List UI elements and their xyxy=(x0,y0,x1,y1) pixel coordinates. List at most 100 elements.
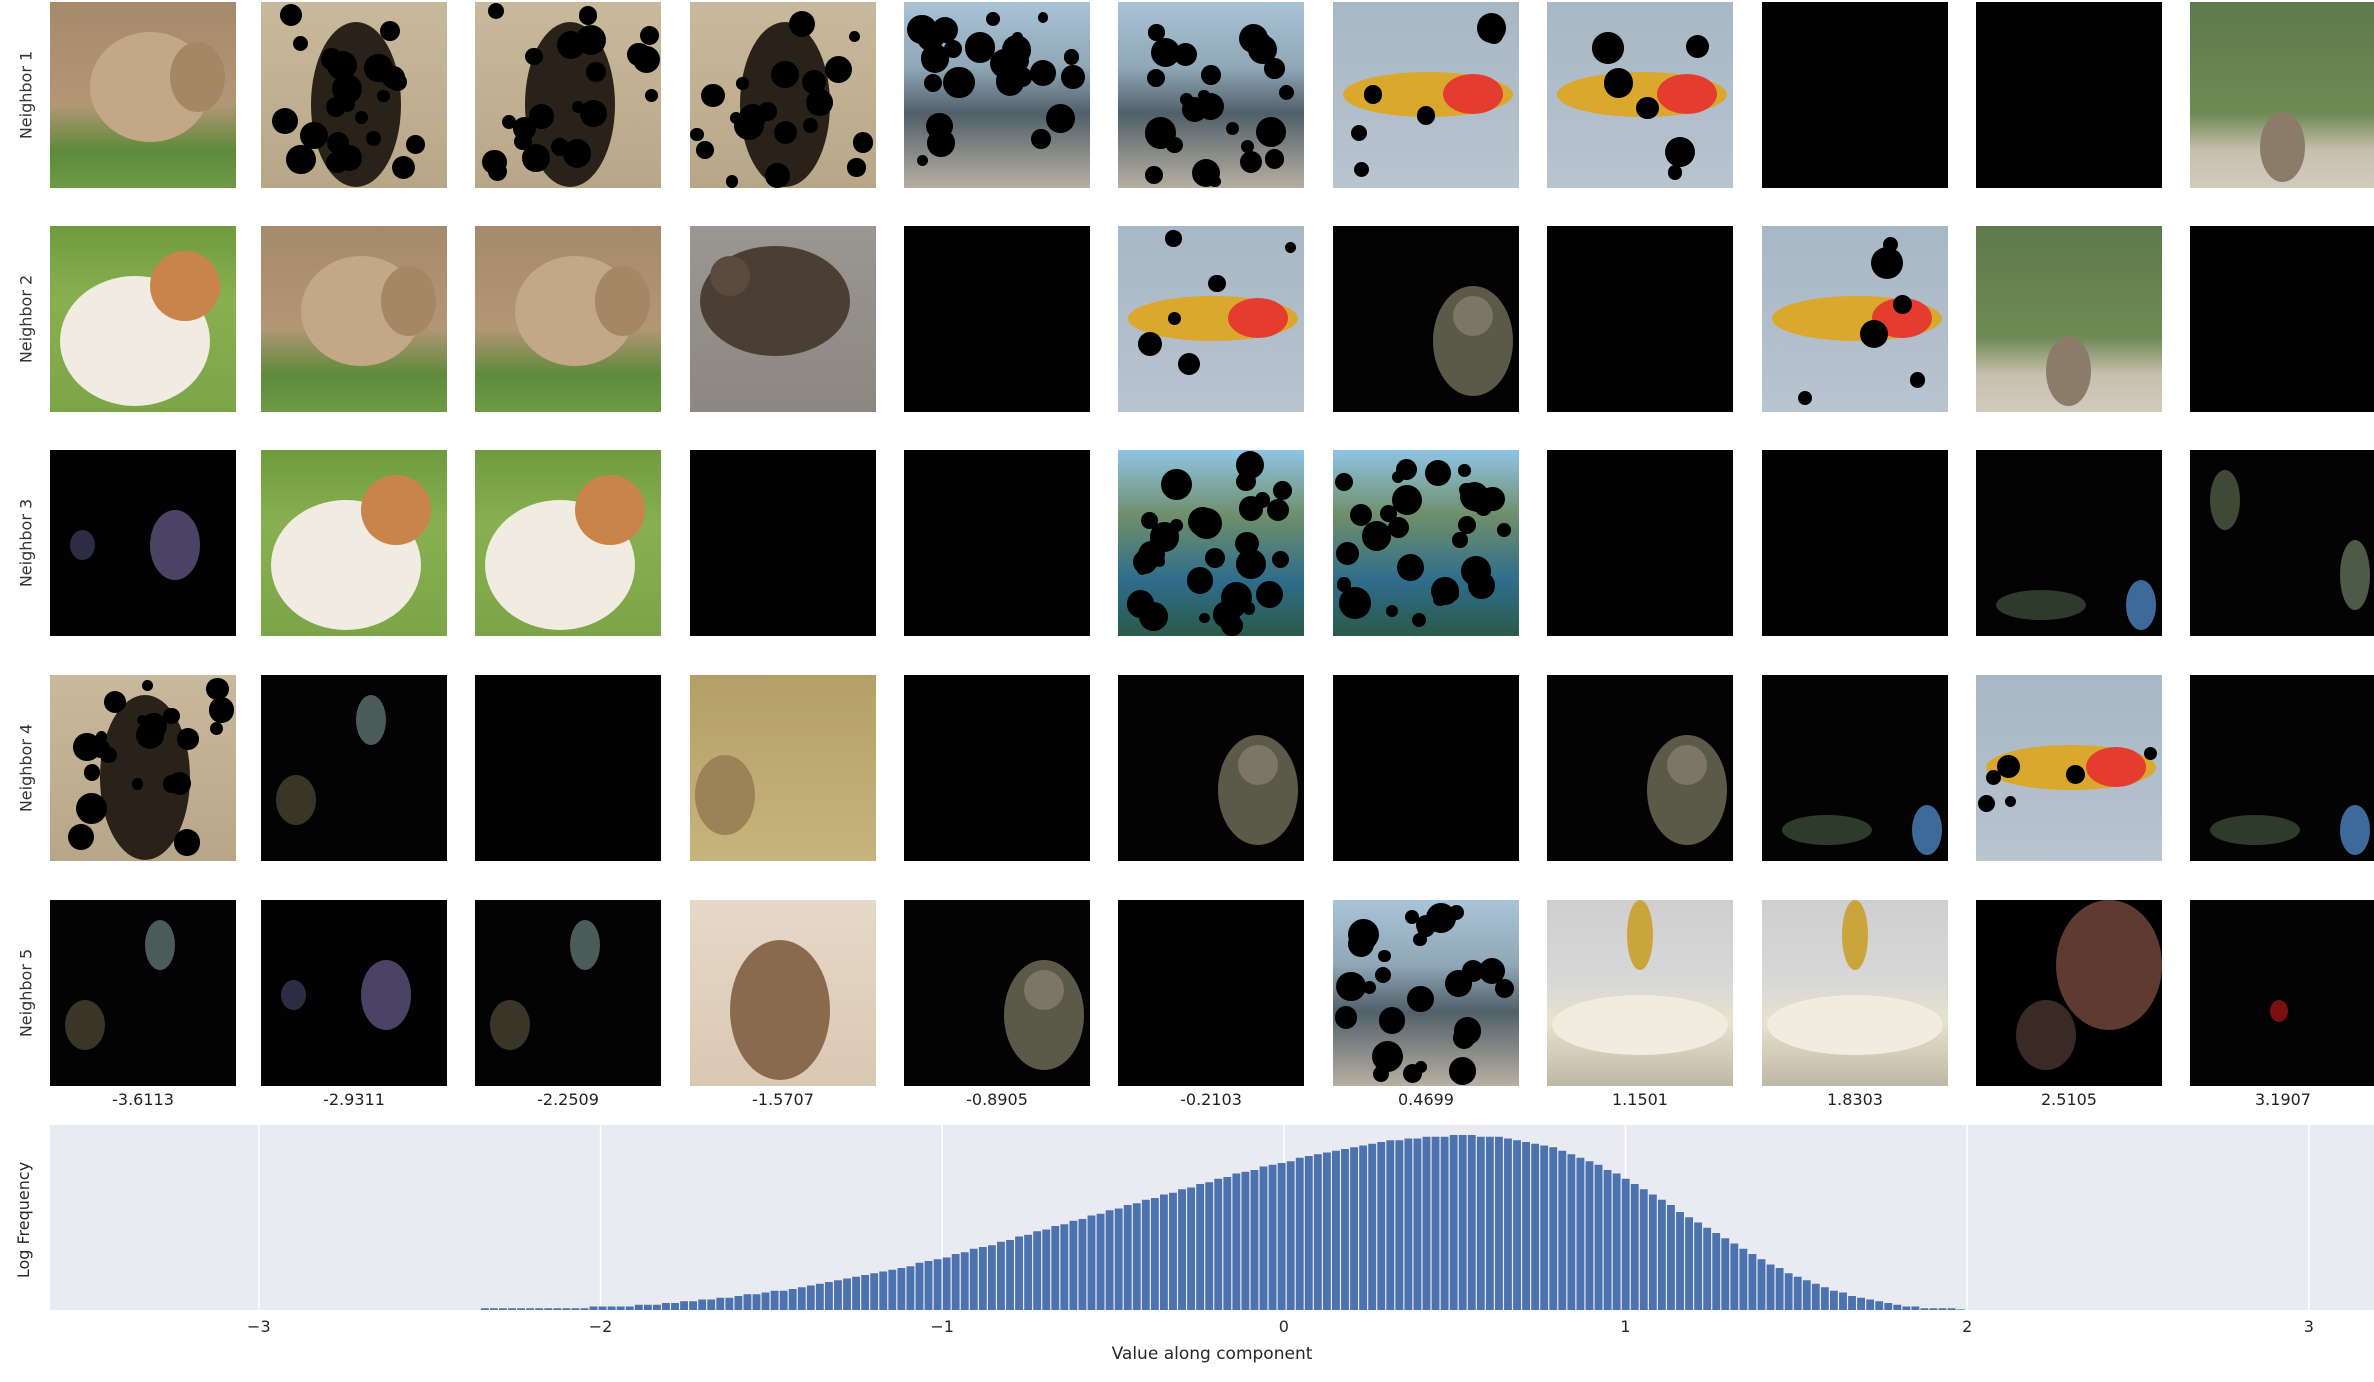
histogram-bar xyxy=(1359,1145,1368,1310)
histogram-bar xyxy=(1404,1138,1413,1310)
histogram-bar xyxy=(960,1252,969,1310)
histogram-bar xyxy=(1341,1149,1349,1310)
x-tick-label: 0 xyxy=(1279,1317,1289,1336)
histogram-bar xyxy=(643,1304,652,1310)
histogram-bar xyxy=(689,1301,698,1310)
neighbor-thumbnail xyxy=(1976,2,2162,188)
histogram-bar xyxy=(562,1308,571,1310)
histogram-bar xyxy=(1205,1182,1214,1310)
row-label-text: Neighbor 5 xyxy=(16,948,36,1038)
x-tick-label: 1 xyxy=(1620,1317,1630,1336)
histogram-bar xyxy=(1105,1210,1114,1310)
neighbor-thumbnail xyxy=(261,675,447,861)
histogram-bar xyxy=(526,1308,535,1310)
x-axis-label: Value along component xyxy=(1112,1344,1313,1364)
histogram-bar xyxy=(852,1276,861,1310)
histogram-bar xyxy=(1187,1187,1196,1310)
histogram-bar xyxy=(1857,1297,1866,1310)
row-label-text: Neighbor 4 xyxy=(16,723,36,813)
histogram-bar xyxy=(508,1308,516,1310)
histogram-bar xyxy=(1114,1208,1123,1310)
histogram-bar xyxy=(1775,1268,1784,1310)
histogram-bar xyxy=(1621,1178,1630,1310)
histogram-bar xyxy=(870,1273,879,1310)
histogram-bar xyxy=(1322,1152,1331,1310)
histogram-bar xyxy=(906,1266,915,1310)
neighbor-thumbnail xyxy=(2190,226,2374,412)
histogram-bar xyxy=(1893,1304,1902,1310)
neighbor-thumbnail xyxy=(1976,900,2162,1086)
neighbor-thumbnail xyxy=(690,900,876,1086)
histogram-bar xyxy=(1739,1248,1748,1310)
histogram-bar xyxy=(1911,1306,1920,1310)
neighbor-thumbnail xyxy=(1547,900,1733,1086)
histogram-bar xyxy=(743,1294,752,1310)
histogram-bar xyxy=(1060,1224,1069,1310)
histogram-bar xyxy=(951,1254,960,1310)
histogram-bar xyxy=(535,1308,544,1310)
histogram-bar xyxy=(1576,1157,1585,1310)
neighbor-thumbnail xyxy=(1976,226,2162,412)
histogram-bar xyxy=(924,1261,933,1310)
histogram-bar xyxy=(480,1308,489,1310)
histogram-bar xyxy=(987,1245,996,1310)
histogram-bar xyxy=(1241,1171,1250,1310)
x-tick-label: −1 xyxy=(930,1317,954,1336)
neighbor-thumbnail xyxy=(1762,900,1948,1086)
histogram-bar xyxy=(725,1297,734,1310)
histogram-bar xyxy=(915,1262,924,1310)
histogram-bar xyxy=(843,1278,851,1310)
histogram-bar xyxy=(1440,1136,1449,1310)
histogram-bar xyxy=(897,1268,906,1310)
histogram-bar xyxy=(1531,1143,1540,1310)
histogram-bar xyxy=(1612,1173,1621,1310)
histogram-bar xyxy=(1513,1140,1521,1310)
row-label-text: Neighbor 2 xyxy=(16,274,36,364)
histogram-bar xyxy=(1377,1142,1386,1310)
histogram-bar xyxy=(1875,1301,1884,1310)
histogram-bar xyxy=(788,1289,797,1310)
x-tick-label: 2 xyxy=(1962,1317,1972,1336)
histogram-bar xyxy=(580,1308,589,1310)
histogram-bar xyxy=(1567,1154,1576,1310)
histogram-bar xyxy=(1685,1217,1693,1310)
histogram-bar xyxy=(499,1308,507,1310)
histogram-bar xyxy=(1051,1226,1060,1310)
column-value-label: 1.8303 xyxy=(1827,1090,1883,1109)
column-value-label: -0.2103 xyxy=(1180,1090,1242,1109)
histogram-bar xyxy=(1232,1173,1241,1310)
histogram-bar xyxy=(978,1247,987,1310)
neighbor-thumbnail xyxy=(1333,2,1519,188)
histogram-bar xyxy=(1639,1189,1648,1310)
row-label-text: Neighbor 1 xyxy=(16,50,36,140)
neighbor-thumbnail xyxy=(475,226,661,412)
column-value-label: -3.6113 xyxy=(112,1090,174,1109)
histogram-bar xyxy=(1268,1164,1277,1310)
histogram-bar xyxy=(1078,1219,1087,1310)
row-label-text: Neighbor 3 xyxy=(16,498,36,588)
histogram-bar xyxy=(571,1308,580,1310)
histogram-bar xyxy=(1676,1212,1684,1310)
neighbor-thumbnail xyxy=(1118,900,1304,1086)
histogram-bar xyxy=(1630,1184,1639,1310)
histogram-bar xyxy=(942,1257,951,1310)
histogram-bar xyxy=(490,1308,498,1310)
neighbor-thumbnail xyxy=(1333,900,1519,1086)
x-tick-labels: −3 −2 −1 0 1 2 3 xyxy=(247,1317,2314,1336)
histogram-bar xyxy=(1956,1309,1965,1310)
histogram-bar xyxy=(544,1308,553,1310)
neighbor-thumbnail xyxy=(904,2,1090,188)
neighbor-thumbnail xyxy=(261,450,447,636)
neighbor-thumbnail xyxy=(1118,226,1304,412)
histogram-bar xyxy=(1250,1170,1259,1310)
histogram-bar xyxy=(716,1297,725,1310)
histogram-bar xyxy=(1485,1136,1494,1310)
neighbor-thumbnail xyxy=(1976,675,2162,861)
y-axis-label: Log Frequency xyxy=(14,1162,33,1278)
neighbor-thumbnail xyxy=(50,900,236,1086)
neighbor-thumbnail xyxy=(261,226,447,412)
column-value-label: 3.1907 xyxy=(2255,1090,2311,1109)
histogram-bar xyxy=(1286,1161,1295,1310)
neighbor-thumbnail xyxy=(475,2,661,188)
histogram-bar xyxy=(1902,1306,1911,1310)
